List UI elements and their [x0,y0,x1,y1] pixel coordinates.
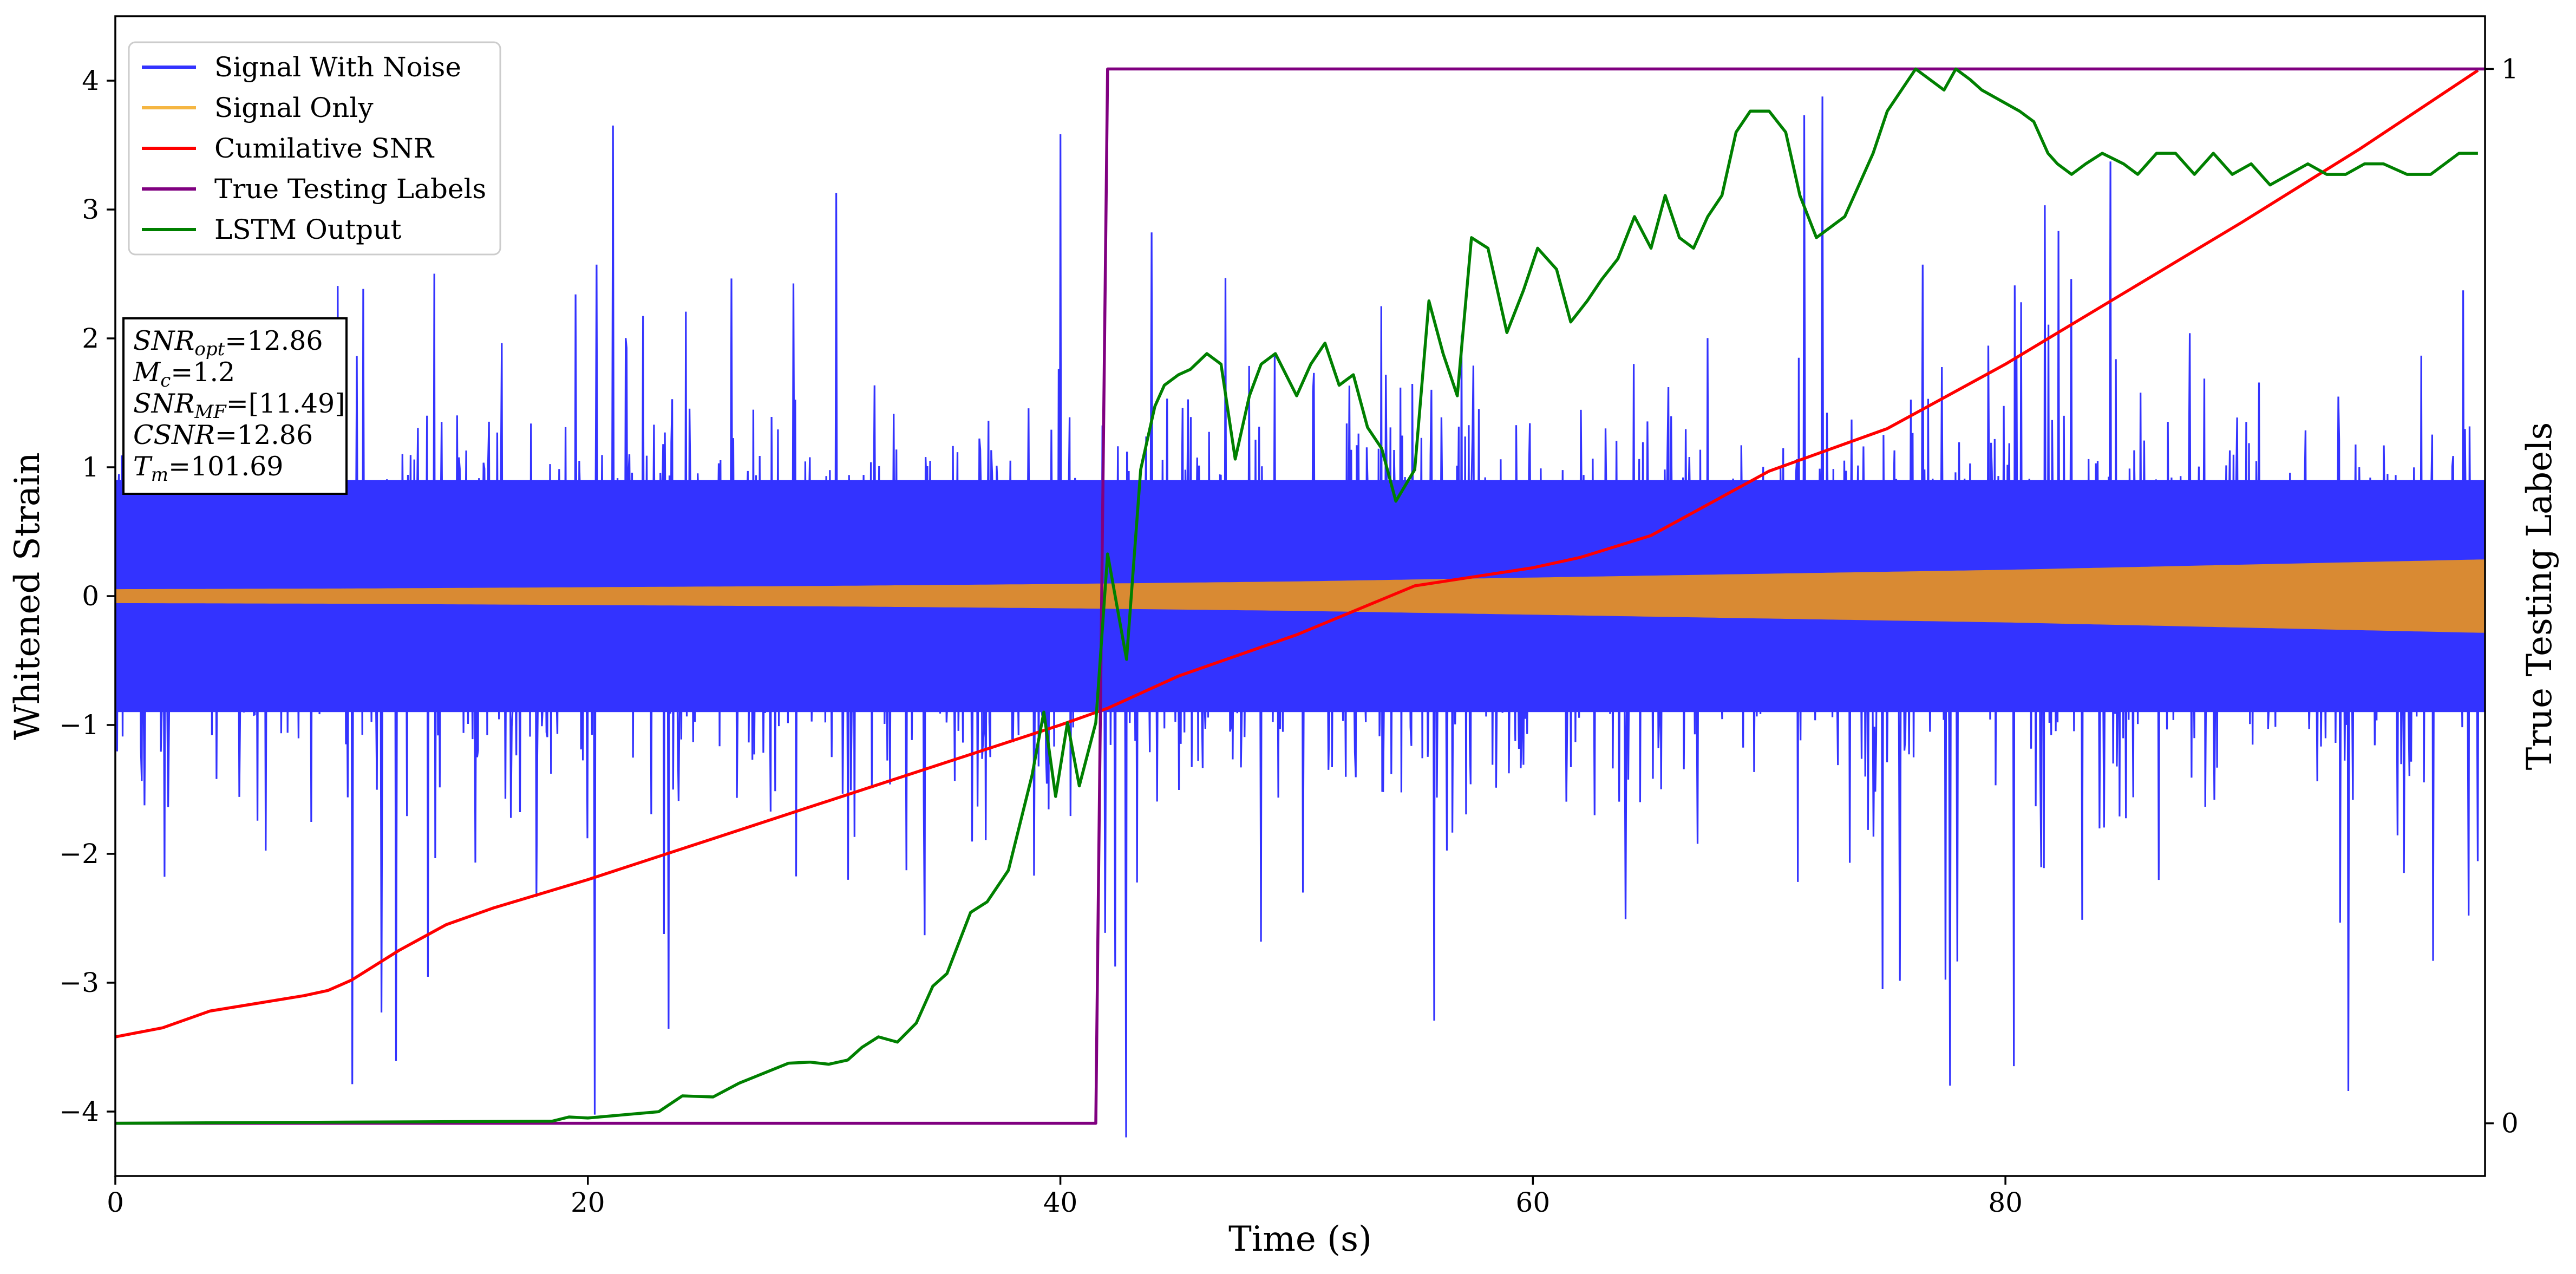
annotation-line: SNRMF=[11.49] [133,388,345,423]
annotation-line: Tm=101.69 [133,451,283,486]
annotation-line: SNRopt=12.86 [133,325,323,360]
y-right-tick-label: 0 [2501,1108,2519,1139]
legend-label: Cumilative SNR [214,133,434,164]
x-tick-label: 80 [1988,1187,2023,1218]
legend-label: Signal Only [214,92,374,123]
y-left-tick-label: −3 [59,967,99,998]
y-left-tick-label: 0 [82,580,99,612]
y-axis-left: −4 −3 −2 −1 0 1 2 3 4 [59,65,115,1127]
x-axis: 0 20 40 60 80 [107,1176,2023,1218]
annotation-line: Mc=1.2 [133,357,235,391]
y-axis-right-title: True Testing Labels [2520,422,2560,770]
true-testing-labels-line [115,67,2485,1125]
legend: Signal With Noise Signal Only Cumilative S… [128,41,501,256]
y-left-tick-label: 2 [82,323,99,354]
legend-label: Signal With Noise [214,51,461,83]
line-series [115,67,2485,1125]
plot-area [115,67,2485,1138]
lstm-output-line [115,67,2478,1125]
annotation-frame [122,317,348,495]
legend-label: True Testing Labels [214,173,486,205]
y-left-tick-label: 4 [82,65,99,96]
y-axis-right: 01 [2485,53,2519,1139]
y-axis-left-title: Whitened Strain [8,452,48,740]
y-left-tick-label: −1 [59,709,99,741]
x-tick-label: 60 [1516,1187,1551,1218]
legend-box [128,41,501,256]
y-left-tick-label: 1 [82,452,99,483]
x-tick-label: 0 [107,1187,124,1218]
y-left-tick-label: −4 [59,1096,99,1127]
x-axis-title: Time (s) [1228,1219,1372,1259]
signal-only-series [115,559,2485,633]
y-right-tick-label: 1 [2501,53,2519,84]
x-tick-label: 40 [1043,1187,1078,1218]
signal-only-band [115,559,2485,633]
y-left-tick-label: −2 [59,838,99,870]
cumilative-snr-line [115,69,2479,1038]
x-tick-label: 20 [571,1187,605,1218]
y-left-tick-label: 3 [82,194,99,225]
annotation-box: SNRopt=12.86Mc=1.2SNRMF=[11.49]CSNR=12.8… [122,317,348,495]
annotation-line: CSNR=12.86 [133,420,313,450]
legend-label: LSTM Output [214,214,401,245]
